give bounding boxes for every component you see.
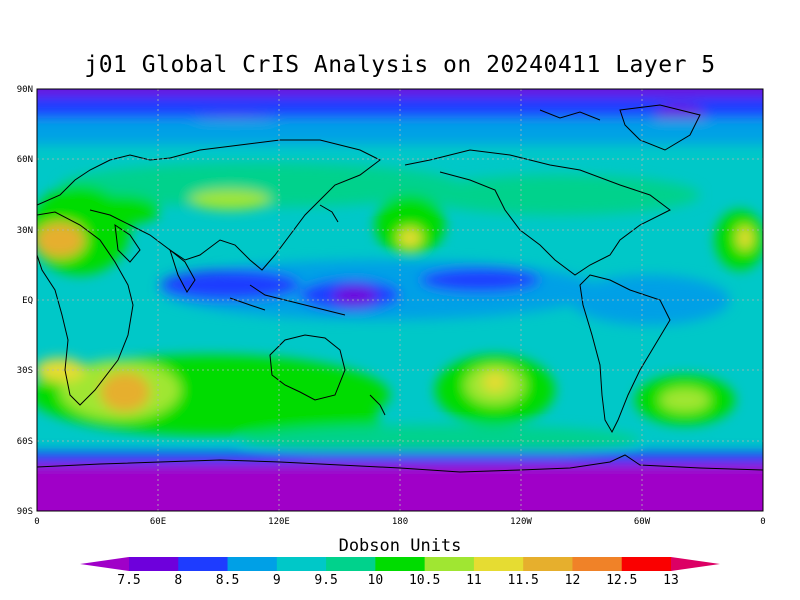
lat-label: EQ (22, 296, 33, 306)
map-frame (36, 88, 764, 512)
colorbar: 7.5 8 8.5 9 9.5 10 10.5 11 11.5 12 12.5 13 (80, 557, 720, 588)
lon-label: 60E (150, 517, 166, 527)
lon-label: 0 (760, 517, 765, 527)
colorbar-tick-label: 8 (174, 573, 182, 588)
ozone-field (37, 89, 763, 511)
colorbar-tick-label: 12 (565, 573, 581, 588)
colorbar-tick-label: 10.5 (409, 573, 440, 588)
lat-label: 30S (17, 366, 33, 376)
latitude-labels: 90N 60N 30N EQ 30S 60S 90S (17, 85, 33, 517)
colorbar-lower-triangle (80, 557, 129, 571)
colorbar-box (473, 557, 524, 571)
colorbar-box (375, 557, 426, 571)
colorbar-tick-label: 12.5 (606, 573, 637, 588)
colorbar-tick-label: 13 (663, 573, 679, 588)
map-title: j01 Global CrIS Analysis on 20240411 Lay… (84, 52, 716, 78)
colorbar-tick-label: 11.5 (508, 573, 539, 588)
colorbar-upper-triangle (671, 557, 720, 571)
graticule (37, 89, 763, 511)
colorbar-box (276, 557, 327, 571)
lon-label: 180 (392, 517, 408, 527)
colorbar-box (178, 557, 229, 571)
colorbar-tick-label: 8.5 (216, 573, 239, 588)
colorbar-box (326, 557, 376, 571)
colorbar-box (621, 557, 672, 571)
lon-label: 0 (34, 517, 39, 527)
colorbar-box (424, 557, 475, 571)
lat-label: 30N (17, 226, 33, 236)
lat-label: 90N (17, 85, 33, 95)
colorbar-tick-label: 7.5 (117, 573, 140, 588)
coastlines (37, 104, 763, 473)
colorbar-box (227, 557, 278, 571)
lon-label: 120W (510, 517, 532, 527)
colorbar-units-label: Dobson Units (338, 536, 462, 556)
colorbar-box (523, 557, 573, 571)
lon-label: 120E (268, 517, 290, 527)
colorbar-box (572, 557, 623, 571)
colorbar-box (129, 557, 179, 571)
colorbar-tick-label: 9.5 (314, 573, 337, 588)
colorbar-tick-label: 10 (368, 573, 384, 588)
lon-label: 60W (634, 517, 651, 527)
lat-label: 60S (17, 437, 33, 447)
lat-label: 60N (17, 155, 33, 165)
colorbar-tick-label: 9 (273, 573, 281, 588)
lat-label: 90S (17, 507, 33, 517)
colorbar-tick-label: 11 (466, 573, 482, 588)
longitude-labels: 0 60E 120E 180 120W 60W 0 (34, 517, 765, 527)
